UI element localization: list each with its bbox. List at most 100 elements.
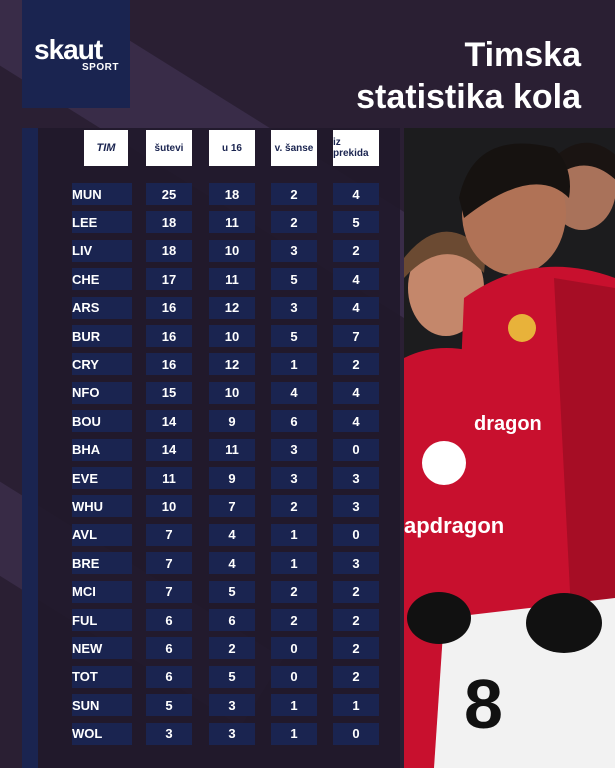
in-box-cell: 12 bbox=[209, 353, 255, 376]
team-cell: FUL bbox=[72, 609, 132, 631]
column-header-shots: šutevi bbox=[146, 130, 192, 166]
brand-name: skaut bbox=[34, 34, 103, 65]
shots-cell: 17 bbox=[146, 268, 192, 291]
big-chances-cell: 2 bbox=[271, 183, 317, 205]
set-pieces-cell: 3 bbox=[333, 495, 379, 518]
in-box-cell: 2 bbox=[209, 637, 255, 660]
table-row: CHE 17 11 5 4 bbox=[0, 268, 400, 291]
page-title: Timska statistika kola bbox=[261, 34, 581, 118]
table-row: WHU 10 7 2 3 bbox=[0, 495, 400, 518]
set-pieces-cell: 1 bbox=[333, 694, 379, 717]
in-box-cell: 10 bbox=[209, 381, 255, 404]
team-cell: NFO bbox=[72, 381, 132, 404]
column-header-team: TIM bbox=[84, 130, 128, 166]
shots-cell: 7 bbox=[146, 580, 192, 603]
big-chances-cell: 0 bbox=[271, 665, 317, 688]
in-box-cell: 3 bbox=[209, 722, 255, 745]
set-pieces-cell: 4 bbox=[333, 296, 379, 319]
player-photo: apdragon dragon 8 bbox=[404, 128, 615, 768]
shots-cell: 15 bbox=[146, 381, 192, 404]
set-pieces-cell: 3 bbox=[333, 552, 379, 575]
shots-cell: 6 bbox=[146, 665, 192, 688]
in-box-cell: 4 bbox=[209, 523, 255, 546]
big-chances-cell: 1 bbox=[271, 552, 317, 575]
column-header-set-pieces: iz prekida bbox=[333, 130, 379, 166]
big-chances-cell: 3 bbox=[271, 467, 317, 489]
big-chances-cell: 5 bbox=[271, 325, 317, 347]
player-photo-illustration: apdragon dragon 8 bbox=[404, 128, 615, 768]
team-cell: BUR bbox=[72, 325, 132, 347]
in-box-cell: 11 bbox=[209, 268, 255, 291]
shots-cell: 14 bbox=[146, 410, 192, 433]
set-pieces-cell: 2 bbox=[333, 609, 379, 631]
table-row: MCI 7 5 2 2 bbox=[0, 580, 400, 603]
in-box-cell: 4 bbox=[209, 552, 255, 575]
team-cell: BHA bbox=[72, 438, 132, 461]
big-chances-cell: 2 bbox=[271, 609, 317, 631]
table-row: CRY 16 12 1 2 bbox=[0, 353, 400, 376]
team-cell: AVL bbox=[72, 523, 132, 546]
shots-cell: 18 bbox=[146, 239, 192, 262]
table-row: WOL 3 3 1 0 bbox=[0, 722, 400, 745]
in-box-cell: 5 bbox=[209, 665, 255, 688]
team-cell: MCI bbox=[72, 580, 132, 603]
table-row: TOT 6 5 0 2 bbox=[0, 665, 400, 688]
in-box-cell: 3 bbox=[209, 694, 255, 717]
table-row: AVL 7 4 1 0 bbox=[0, 523, 400, 546]
shots-cell: 6 bbox=[146, 609, 192, 631]
in-box-cell: 9 bbox=[209, 467, 255, 489]
team-cell: BOU bbox=[72, 410, 132, 433]
table-row: FUL 6 6 2 2 bbox=[0, 609, 400, 631]
shots-cell: 3 bbox=[146, 722, 192, 745]
shots-cell: 16 bbox=[146, 325, 192, 347]
shots-cell: 16 bbox=[146, 353, 192, 376]
big-chances-cell: 3 bbox=[271, 296, 317, 319]
brand-sub: SPORT bbox=[82, 62, 119, 73]
team-cell: LIV bbox=[72, 239, 132, 262]
team-cell: WOL bbox=[72, 722, 132, 745]
title-line-2: statistika kola bbox=[356, 78, 581, 116]
team-cell: BRE bbox=[72, 552, 132, 575]
team-cell: CRY bbox=[72, 353, 132, 376]
big-chances-cell: 5 bbox=[271, 268, 317, 291]
in-box-cell: 11 bbox=[209, 211, 255, 234]
big-chances-cell: 0 bbox=[271, 637, 317, 660]
table-row: NEW 6 2 0 2 bbox=[0, 637, 400, 660]
in-box-cell: 11 bbox=[209, 438, 255, 461]
team-cell: EVE bbox=[72, 467, 132, 489]
big-chances-cell: 1 bbox=[271, 722, 317, 745]
team-cell: WHU bbox=[72, 495, 132, 518]
set-pieces-cell: 2 bbox=[333, 665, 379, 688]
team-cell: ARS bbox=[72, 296, 132, 319]
set-pieces-cell: 7 bbox=[333, 325, 379, 347]
in-box-cell: 6 bbox=[209, 609, 255, 631]
shots-cell: 6 bbox=[146, 637, 192, 660]
shots-cell: 10 bbox=[146, 495, 192, 518]
set-pieces-cell: 4 bbox=[333, 268, 379, 291]
big-chances-cell: 2 bbox=[271, 211, 317, 234]
team-cell: NEW bbox=[72, 637, 132, 660]
set-pieces-cell: 0 bbox=[333, 722, 379, 745]
set-pieces-cell: 2 bbox=[333, 353, 379, 376]
big-chances-cell: 4 bbox=[271, 381, 317, 404]
table-row: NFO 15 10 4 4 bbox=[0, 381, 400, 404]
in-box-cell: 7 bbox=[209, 495, 255, 518]
shots-cell: 14 bbox=[146, 438, 192, 461]
set-pieces-cell: 0 bbox=[333, 438, 379, 461]
big-chances-cell: 1 bbox=[271, 523, 317, 546]
table-row: EVE 11 9 3 3 bbox=[0, 467, 400, 489]
sponsor-text: apdragon bbox=[404, 513, 504, 538]
shots-cell: 7 bbox=[146, 523, 192, 546]
title-line-1: Timska bbox=[464, 36, 581, 74]
team-cell: LEE bbox=[72, 211, 132, 234]
column-header-big-chances: v. šanse bbox=[271, 130, 317, 166]
in-box-cell: 18 bbox=[209, 183, 255, 205]
table-row: BRE 7 4 1 3 bbox=[0, 552, 400, 575]
shots-cell: 11 bbox=[146, 467, 192, 489]
table-row: LIV 18 10 3 2 bbox=[0, 239, 400, 262]
set-pieces-cell: 2 bbox=[333, 580, 379, 603]
big-chances-cell: 6 bbox=[271, 410, 317, 433]
table-row: BUR 16 10 5 7 bbox=[0, 325, 400, 347]
big-chances-cell: 3 bbox=[271, 438, 317, 461]
table-row: BHA 14 11 3 0 bbox=[0, 438, 400, 461]
